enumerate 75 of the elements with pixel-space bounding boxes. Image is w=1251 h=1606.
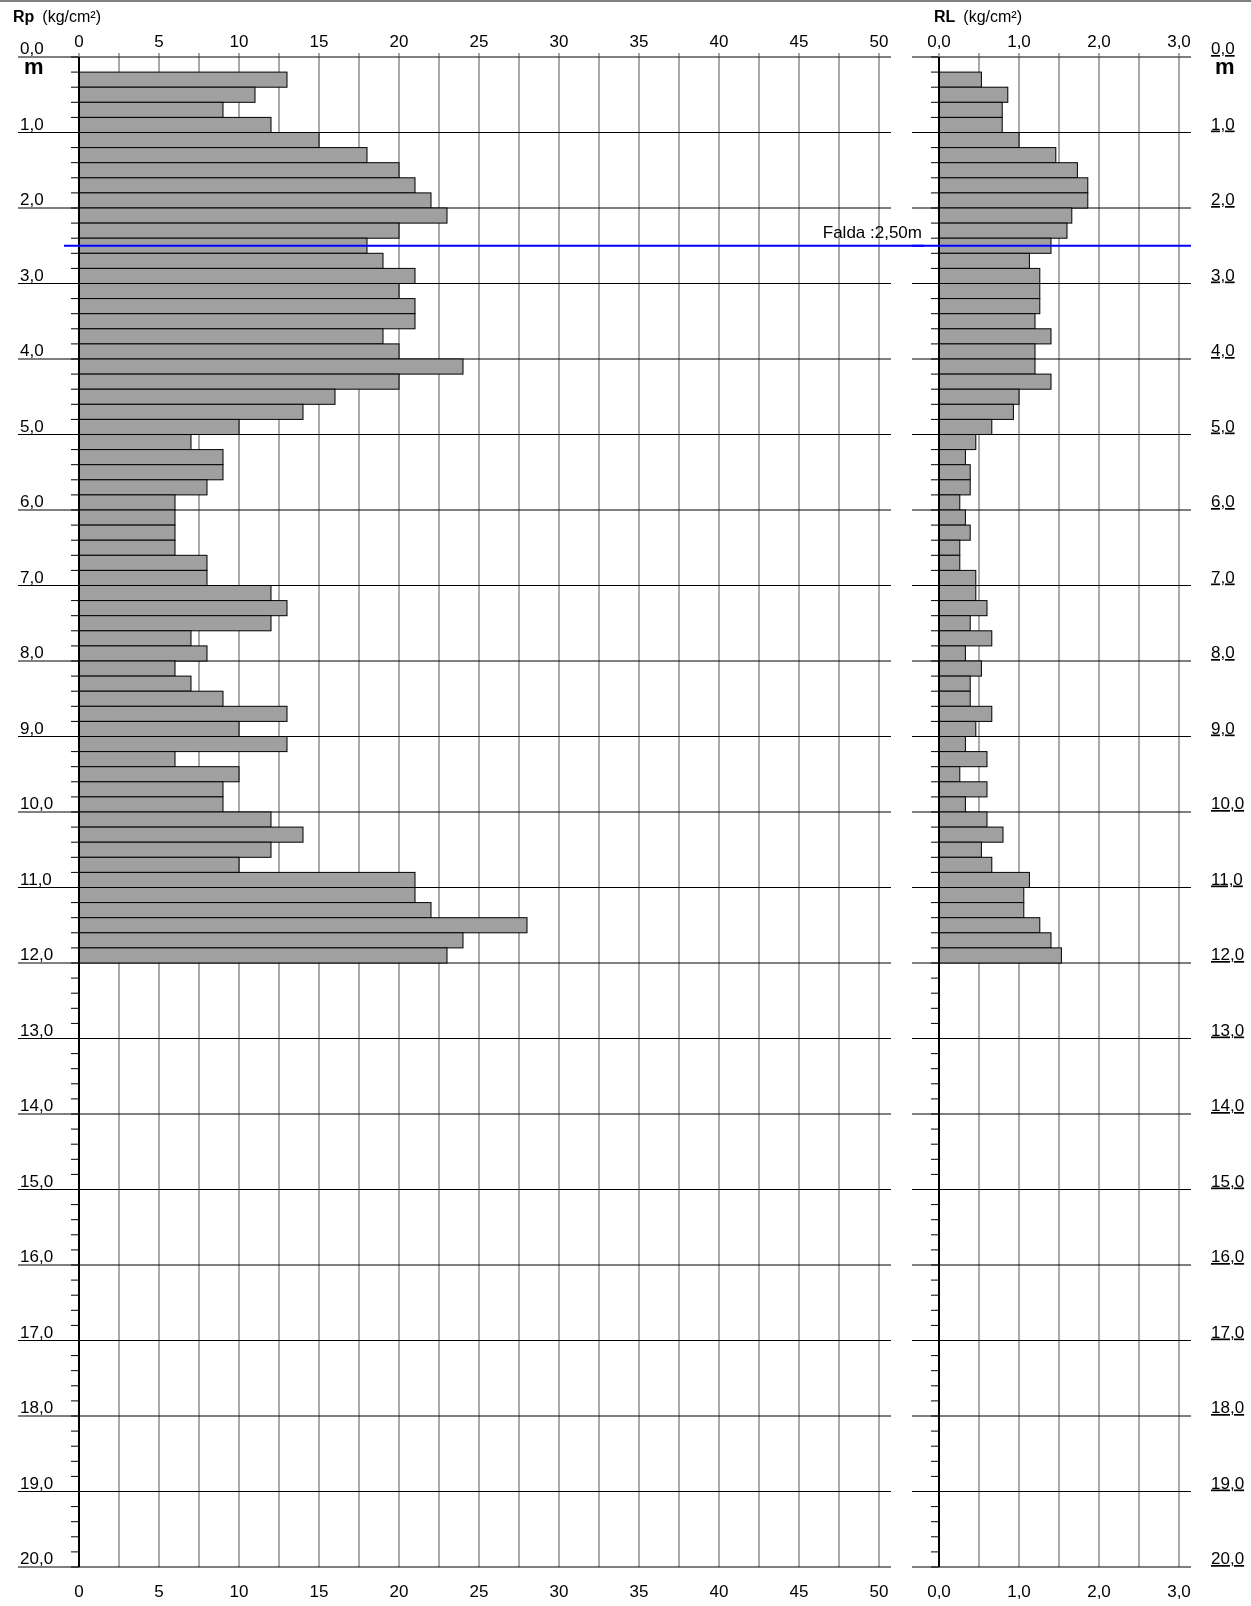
x2-tick-label: 40	[709, 1582, 729, 1601]
x2-tick-label: 0,0	[927, 1582, 951, 1601]
y-tick-label: 4,0	[1211, 341, 1235, 360]
x2-tick-label: 1,0	[1007, 1582, 1031, 1601]
x2-tick-label: 35	[629, 1582, 649, 1601]
chart-title: Rp	[13, 8, 35, 25]
x-tick-label: 20	[389, 32, 409, 51]
y-tick-label: 6,0	[20, 492, 44, 511]
y-tick-label: 12,0	[1211, 945, 1245, 964]
y-tick-label: 7,0	[20, 567, 44, 587]
x-tick-label: 25	[469, 32, 489, 51]
y-tick-label: 17,0	[20, 1322, 54, 1342]
x2-tick-label: 50	[869, 1582, 889, 1601]
x2-tick-label: 10	[229, 1582, 249, 1601]
y-tick-label: 5,0	[1211, 416, 1235, 436]
y-tick-label: 3,0	[1211, 265, 1235, 285]
y-tick-label: 20,0	[1211, 1549, 1245, 1568]
y-tick-label: 9,0	[20, 718, 44, 738]
y-tick-label: 1,0	[1211, 114, 1235, 134]
x-tick-label: 10	[229, 32, 249, 51]
y-tick-label: 20,0	[20, 1549, 54, 1568]
x2-tick-label: 15	[309, 1582, 329, 1601]
y-tick-label: 9,0	[1211, 718, 1235, 738]
x2-tick-label: 20	[389, 1582, 409, 1601]
y-tick-label: 13,0	[1211, 1020, 1245, 1040]
x2-tick-label: 25	[469, 1582, 489, 1601]
x-tick-label: 45	[789, 32, 809, 51]
x2-tick-label: 30	[549, 1582, 569, 1601]
y-tick-label: 11,0	[20, 869, 52, 889]
y-tick-label: 5,0	[20, 416, 44, 436]
y-tick-label: 18,0	[1211, 1398, 1245, 1417]
y-tick-label: 3,0	[20, 265, 44, 285]
y-tick-label: 17,0	[1211, 1322, 1245, 1342]
x-tick-label: 1,0	[1007, 32, 1031, 51]
y-tick-label: 8,0	[20, 643, 44, 662]
x-tick-label: 5	[154, 32, 164, 51]
y-tick-label: 19,0	[1211, 1473, 1245, 1493]
x-tick-label: 0,0	[927, 32, 951, 51]
y-tick-label: 10,0	[1211, 794, 1245, 813]
y-tick-label: 15,0	[1211, 1171, 1245, 1191]
x2-tick-label: 2,0	[1087, 1582, 1111, 1601]
x-tick-label: 2,0	[1087, 32, 1111, 51]
y-tick-label: 10,0	[20, 794, 54, 813]
y-tick-label: 2,0	[20, 190, 44, 209]
y-tick-label: 13,0	[20, 1020, 54, 1040]
y-tick-label: 6,0	[1211, 492, 1235, 511]
x2-tick-label: 45	[789, 1582, 809, 1601]
x-tick-label: 40	[709, 32, 729, 51]
y-tick-label: 7,0	[1211, 567, 1235, 587]
y-tick-label: 14,0	[20, 1096, 54, 1115]
x-tick-label: 15	[309, 32, 329, 51]
x2-tick-label: 5	[154, 1582, 164, 1601]
y-tick-label: 18,0	[20, 1398, 54, 1417]
x-tick-label: 30	[549, 32, 569, 51]
x2-tick-label: 3,0	[1167, 1582, 1191, 1601]
y-tick-label: 16,0	[1211, 1247, 1245, 1266]
x-tick-label: 35	[629, 32, 649, 51]
y-tick-label: 16,0	[20, 1247, 54, 1266]
x-tick-label: 50	[869, 32, 889, 51]
y-tick-label: 2,0	[1211, 190, 1235, 209]
chart-title: RL	[934, 8, 956, 25]
y-tick-label: 1,0	[20, 114, 44, 134]
x-tick-label: 3,0	[1167, 32, 1191, 51]
y-tick-label: 15,0	[20, 1171, 54, 1191]
x-tick-label: 0	[74, 32, 84, 51]
x2-tick-label: 0	[74, 1582, 84, 1601]
y-tick-label: 14,0	[1211, 1096, 1245, 1115]
ref-line-label: Falda :2,50m	[822, 222, 922, 242]
x-axis-title: (kg/cm²)	[42, 8, 101, 25]
x-axis-title: (kg/cm²)	[963, 8, 1022, 25]
y-tick-label: 12,0	[20, 945, 54, 964]
y-tick-label: 11,0	[1211, 869, 1243, 889]
y-tick-label: 8,0	[1211, 643, 1235, 662]
y-tick-label: 19,0	[20, 1473, 54, 1493]
y-tick-label: 4,0	[20, 341, 44, 360]
